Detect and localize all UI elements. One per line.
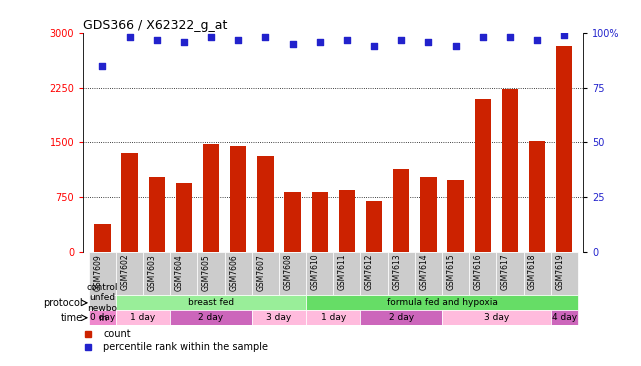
Bar — [197, 252, 224, 295]
Text: GSM7603: GSM7603 — [147, 254, 156, 291]
Bar — [551, 310, 578, 325]
Text: 0 day: 0 day — [90, 313, 115, 322]
Bar — [502, 89, 518, 252]
Point — [559, 32, 569, 38]
Bar — [415, 252, 442, 295]
Point — [396, 37, 406, 42]
Text: GSM7613: GSM7613 — [392, 254, 401, 291]
Point — [315, 39, 325, 45]
Point — [206, 34, 216, 40]
Bar — [306, 295, 578, 310]
Bar — [529, 141, 545, 252]
Point — [124, 34, 135, 40]
Text: formula fed and hypoxia: formula fed and hypoxia — [387, 298, 497, 307]
Text: breast fed: breast fed — [188, 298, 234, 307]
Bar — [116, 295, 306, 310]
Bar — [556, 46, 572, 252]
Bar — [88, 252, 116, 295]
Text: protocol: protocol — [43, 298, 83, 308]
Text: GSM7617: GSM7617 — [501, 254, 510, 291]
Bar — [420, 177, 437, 252]
Text: GSM7606: GSM7606 — [229, 254, 238, 291]
Bar — [306, 252, 333, 295]
Bar — [333, 252, 360, 295]
Bar — [312, 192, 328, 252]
Bar — [252, 252, 279, 295]
Bar — [474, 98, 491, 252]
Bar — [88, 310, 116, 325]
Text: 2 day: 2 day — [388, 313, 414, 322]
Text: GSM7616: GSM7616 — [474, 254, 483, 291]
Bar — [447, 180, 463, 252]
Text: GSM7609: GSM7609 — [94, 254, 103, 291]
Point — [478, 34, 488, 40]
Text: GSM7608: GSM7608 — [283, 254, 292, 291]
Bar — [203, 144, 219, 252]
Bar — [442, 310, 551, 325]
Point — [451, 43, 461, 49]
Text: GSM7615: GSM7615 — [447, 254, 456, 291]
Point — [505, 34, 515, 40]
Bar — [224, 252, 252, 295]
Point — [532, 37, 542, 42]
Bar — [171, 252, 197, 295]
Bar — [366, 201, 382, 252]
Bar — [442, 252, 469, 295]
Text: 1 day: 1 day — [320, 313, 346, 322]
Bar — [176, 183, 192, 252]
Text: GSM7602: GSM7602 — [121, 254, 129, 291]
Point — [151, 37, 162, 42]
Bar — [252, 310, 306, 325]
Text: GSM7619: GSM7619 — [555, 254, 564, 291]
Bar — [496, 252, 524, 295]
Text: GSM7614: GSM7614 — [419, 254, 428, 291]
Point — [287, 41, 297, 47]
Bar — [230, 146, 246, 252]
Bar — [121, 153, 138, 252]
Bar — [279, 252, 306, 295]
Text: 3 day: 3 day — [484, 313, 509, 322]
Text: GSM7612: GSM7612 — [365, 254, 374, 290]
Text: percentile rank within the sample: percentile rank within the sample — [103, 342, 269, 352]
Text: GSM7607: GSM7607 — [256, 254, 265, 291]
Bar — [551, 252, 578, 295]
Point — [97, 63, 108, 69]
Bar — [360, 310, 442, 325]
Text: GSM7610: GSM7610 — [311, 254, 320, 291]
Bar — [94, 224, 110, 252]
Bar — [149, 177, 165, 252]
Bar — [257, 156, 274, 252]
Text: count: count — [103, 329, 131, 339]
Text: GDS366 / X62322_g_at: GDS366 / X62322_g_at — [83, 19, 228, 32]
Bar — [338, 190, 355, 252]
Text: 3 day: 3 day — [267, 313, 292, 322]
Point — [260, 34, 271, 40]
Bar — [88, 295, 116, 310]
Point — [233, 37, 244, 42]
Bar — [393, 169, 410, 252]
Text: 4 day: 4 day — [552, 313, 577, 322]
Point — [342, 37, 352, 42]
Bar — [116, 252, 143, 295]
Text: 1 day: 1 day — [131, 313, 156, 322]
Point — [423, 39, 433, 45]
Text: GSM7618: GSM7618 — [528, 254, 537, 290]
Text: GSM7611: GSM7611 — [338, 254, 347, 290]
Point — [369, 43, 379, 49]
Bar — [116, 310, 171, 325]
Bar — [524, 252, 551, 295]
Point — [179, 39, 189, 45]
Bar — [171, 310, 252, 325]
Text: 2 day: 2 day — [199, 313, 224, 322]
Bar — [360, 252, 388, 295]
Bar — [388, 252, 415, 295]
Text: GSM7604: GSM7604 — [175, 254, 184, 291]
Bar — [285, 192, 301, 252]
Bar — [306, 310, 360, 325]
Text: GSM7605: GSM7605 — [202, 254, 211, 291]
Text: control
unfed
newbo
rn: control unfed newbo rn — [87, 283, 118, 323]
Bar — [469, 252, 496, 295]
Bar — [143, 252, 171, 295]
Text: time: time — [61, 313, 83, 323]
